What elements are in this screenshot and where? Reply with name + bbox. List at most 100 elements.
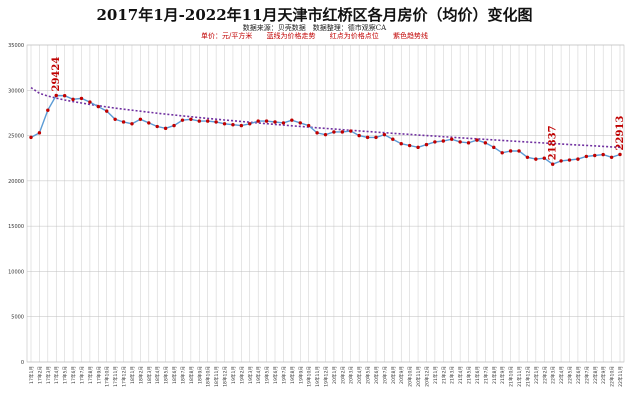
x-tick-label: 21年6月: [474, 366, 481, 384]
chart-title: 2017年1月-2022年11月天津市红桥区各月房价（均价）变化图: [96, 6, 533, 24]
x-tick-label: 18年9月: [196, 366, 203, 384]
data-point: [37, 131, 42, 135]
data-point: [248, 122, 252, 126]
chart-legend: 单价：元/平方米 蓝线为价格走势 红点为价格点位 紫色趋势线: [0, 31, 629, 41]
x-tick-label: 22年9月: [600, 366, 607, 384]
data-point: [374, 135, 378, 140]
x-tick-label: 19年2月: [238, 366, 245, 384]
x-tick-label: 19年9月: [297, 366, 304, 384]
data-point: [475, 138, 479, 142]
y-tick-label: 20000: [8, 179, 24, 185]
x-tick-label: 17年5月: [62, 366, 69, 384]
y-tick-label: 15000: [8, 224, 24, 230]
x-tick-label: 18年5月: [163, 366, 170, 384]
data-point: [550, 162, 555, 166]
x-tick-label: 21年2月: [440, 366, 447, 384]
data-point: [567, 158, 572, 162]
data-point: [189, 117, 193, 121]
x-tick-label: 17年2月: [36, 366, 43, 384]
x-tick-label: 18年10月: [205, 366, 212, 387]
x-tick-label: 19年7月: [280, 366, 287, 384]
data-point: [264, 119, 269, 123]
x-tick-label: 18年2月: [137, 366, 144, 384]
x-tick-label: 17年9月: [95, 366, 102, 384]
x-tick-label: 19年11月: [314, 366, 321, 387]
x-tick-label: 21年12月: [524, 366, 531, 387]
x-tick-label: 19年1月: [230, 366, 237, 384]
data-point: [349, 129, 353, 133]
data-point: [492, 145, 496, 150]
chart-source: 数据来源：贝壳数据 数据整理：德市观察CA: [242, 24, 387, 32]
x-tick-label: 20年8月: [390, 366, 397, 384]
data-point: [559, 159, 563, 163]
data-point: [365, 135, 370, 140]
x-tick-label: 20年5月: [365, 366, 372, 384]
data-point: [525, 155, 530, 160]
data-point: [298, 121, 302, 125]
x-tick-label: 18年7月: [179, 366, 186, 384]
x-tick-label: 17年10月: [104, 366, 111, 387]
data-point: [593, 153, 597, 158]
data-point: [340, 130, 345, 134]
data-point: [113, 117, 117, 121]
data-point: [256, 119, 260, 123]
data-point: [323, 132, 328, 137]
x-tick-label: 22年3月: [550, 366, 557, 384]
x-tick-label: 18年11月: [213, 366, 220, 387]
x-tick-label: 21年3月: [449, 366, 456, 384]
x-tick-label: 17年12月: [121, 366, 128, 387]
x-tick-label: 21年1月: [432, 366, 439, 384]
x-tick-label: 22年5月: [567, 366, 574, 384]
y-tick-label: 0: [21, 360, 24, 366]
data-point: [79, 96, 84, 101]
x-tick-label: 22年7月: [583, 366, 590, 384]
data-point: [332, 130, 336, 134]
x-tick-label: 21年8月: [491, 366, 498, 384]
y-tick-label: 5000: [11, 315, 24, 321]
x-tick-label: 18年8月: [188, 366, 195, 384]
data-point: [315, 131, 319, 135]
x-tick-label: 20年4月: [356, 366, 363, 384]
data-point: [306, 123, 311, 128]
x-tick-label: 22年4月: [558, 366, 565, 384]
x-tick-label: 17年1月: [28, 366, 35, 384]
data-point: [576, 157, 580, 161]
data-point: [500, 151, 504, 155]
x-tick-label: 19年12月: [323, 366, 330, 387]
x-tick-label: 17年4月: [53, 366, 60, 384]
x-tick-label: 21年11月: [516, 366, 523, 387]
x-tick-label: 20年10月: [407, 366, 414, 387]
x-tick-label: 17年6月: [70, 366, 77, 384]
legend-blue-line: 蓝线为价格走势: [266, 32, 316, 40]
x-tick-label: 22年8月: [592, 366, 599, 384]
x-tick-label: 18年12月: [222, 366, 229, 387]
x-tick-label: 18年4月: [154, 366, 161, 384]
data-point: [441, 139, 445, 143]
x-tick-label: 20年6月: [373, 366, 380, 384]
data-point: [71, 97, 75, 102]
data-point: [105, 109, 109, 113]
data-point: [407, 143, 412, 148]
x-tick-label: 20年9月: [398, 366, 405, 384]
x-tick-label: 19年5月: [264, 366, 271, 384]
data-point: [214, 120, 218, 124]
x-tick-label: 19年8月: [289, 366, 296, 384]
x-tick-label: 17年3月: [45, 366, 52, 384]
x-tick-label: 17年7月: [78, 366, 85, 384]
data-point: [96, 104, 101, 109]
data-point: [197, 119, 201, 123]
x-tick-label: 20年3月: [348, 366, 355, 384]
x-tick-label: 18年1月: [129, 366, 136, 384]
legend-purple-trend: 紫色趋势线: [393, 32, 429, 40]
data-label: 29424: [51, 57, 62, 92]
x-tick-label: 22年1月: [533, 366, 540, 384]
data-point: [88, 100, 92, 104]
y-tick-label: 10000: [8, 269, 24, 275]
x-tick-label: 18年3月: [146, 366, 153, 384]
data-label: 22913: [615, 116, 626, 151]
data-point: [424, 142, 429, 147]
x-tick-label: 17年8月: [87, 366, 94, 384]
data-point: [121, 120, 126, 124]
data-point: [273, 120, 277, 124]
x-tick-label: 21年9月: [499, 366, 506, 384]
